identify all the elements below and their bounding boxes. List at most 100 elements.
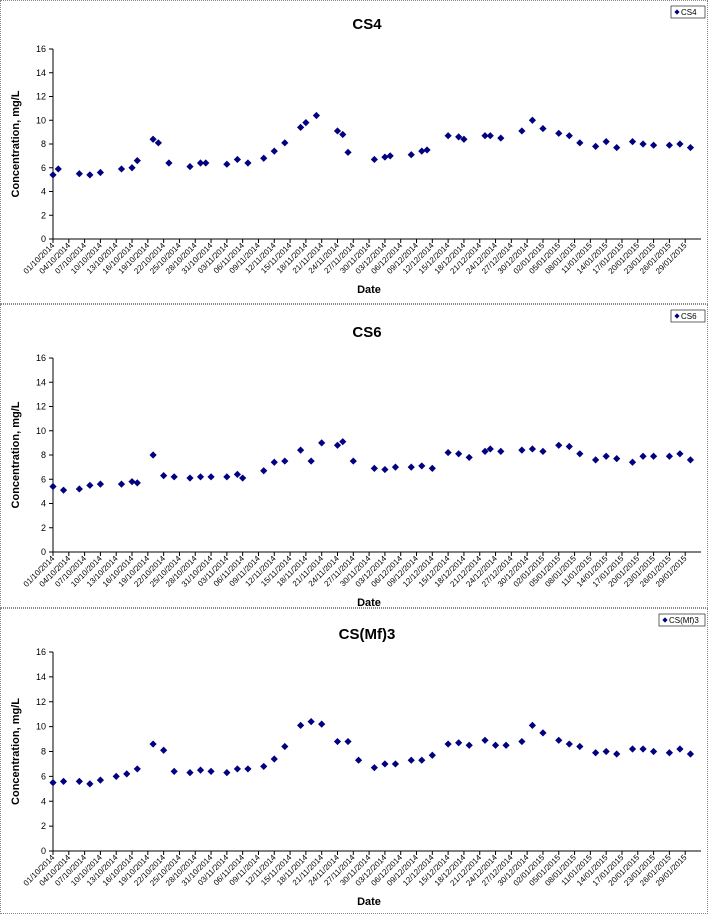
data-point bbox=[86, 171, 94, 179]
data-point bbox=[649, 747, 658, 756]
y-tick-label: 8 bbox=[41, 450, 46, 460]
data-point bbox=[676, 745, 684, 753]
data-point bbox=[49, 482, 57, 491]
data-point bbox=[49, 171, 57, 179]
data-point bbox=[128, 164, 136, 172]
y-tick-label: 4 bbox=[41, 499, 46, 509]
data-point bbox=[665, 749, 673, 757]
data-point bbox=[270, 458, 278, 466]
data-point bbox=[86, 780, 94, 788]
legend-marker bbox=[662, 617, 668, 623]
data-point bbox=[128, 478, 136, 486]
chart-panel-cs4: CS4 CS4 0 2 4 6 8 10 12 14 16 01/10/2014 04/10/2014 0… bbox=[0, 0, 708, 304]
data-point bbox=[665, 452, 673, 460]
data-point bbox=[391, 760, 400, 768]
y-tick-label: 16 bbox=[36, 44, 46, 54]
data-point bbox=[460, 135, 468, 143]
data-point bbox=[381, 760, 389, 768]
data-point bbox=[381, 153, 389, 161]
legend-label: CS(Mf)3 bbox=[669, 616, 699, 625]
data-point bbox=[233, 470, 241, 478]
data-point bbox=[381, 465, 389, 474]
data-point bbox=[502, 741, 510, 749]
y-tick-label: 10 bbox=[36, 722, 46, 732]
data-point bbox=[59, 486, 68, 494]
chart-panel-cs6: CS6 CS6 0 2 4 6 8 10 12 14 16 01/10/2014 04/10/2014 0… bbox=[0, 304, 708, 609]
data-point bbox=[349, 457, 357, 465]
data-point bbox=[491, 741, 500, 749]
data-point bbox=[565, 442, 573, 451]
data-point bbox=[444, 740, 452, 748]
data-point bbox=[223, 769, 231, 777]
legend-label: CS4 bbox=[681, 8, 697, 17]
data-point bbox=[592, 142, 600, 150]
data-point bbox=[344, 737, 352, 746]
data-point bbox=[281, 139, 289, 147]
legend-box bbox=[670, 5, 706, 19]
data-point bbox=[686, 456, 695, 464]
y-tick-label: 0 bbox=[41, 234, 46, 244]
y-tick-label: 2 bbox=[41, 210, 46, 220]
chart-title: CS4 bbox=[352, 16, 382, 33]
data-point bbox=[344, 148, 352, 156]
data-point bbox=[96, 480, 105, 488]
data-point bbox=[576, 742, 584, 751]
data-point bbox=[244, 159, 252, 167]
y-tick-label: 14 bbox=[36, 377, 46, 387]
data-point bbox=[186, 162, 194, 171]
data-point bbox=[239, 474, 247, 482]
data-point bbox=[455, 739, 463, 747]
chart-title: CS(Mf)3 bbox=[339, 626, 396, 643]
data-point bbox=[423, 146, 431, 154]
data-point bbox=[281, 457, 289, 465]
data-point bbox=[260, 154, 268, 162]
data-point bbox=[386, 152, 394, 160]
data-point bbox=[96, 776, 105, 784]
data-point bbox=[465, 453, 473, 462]
data-point bbox=[391, 463, 400, 471]
data-point bbox=[455, 133, 463, 141]
legend-label: CS6 bbox=[681, 312, 697, 321]
data-point bbox=[407, 756, 415, 764]
data-point bbox=[528, 116, 537, 124]
data-point bbox=[481, 132, 489, 140]
data-point bbox=[196, 766, 205, 774]
data-point bbox=[233, 765, 241, 773]
data-point bbox=[281, 742, 289, 751]
data-point bbox=[223, 160, 231, 168]
data-point bbox=[370, 764, 378, 772]
data-point bbox=[497, 447, 505, 455]
data-point bbox=[318, 439, 326, 447]
data-point bbox=[260, 762, 268, 771]
data-point bbox=[133, 157, 141, 165]
data-point bbox=[223, 473, 231, 481]
y-tick-label: 10 bbox=[36, 115, 46, 125]
data-point bbox=[455, 450, 463, 458]
y-tick-label: 2 bbox=[41, 821, 46, 831]
data-point bbox=[407, 151, 415, 159]
data-point bbox=[133, 765, 141, 773]
chart-svg: CS4CS4024681012141601/10/201404/10/20140… bbox=[10, 5, 706, 296]
legend-marker bbox=[674, 313, 680, 319]
data-point bbox=[165, 159, 173, 167]
data-point bbox=[444, 132, 452, 140]
data-point bbox=[54, 165, 62, 173]
x-axis-label: Date bbox=[357, 597, 381, 609]
data-point bbox=[539, 729, 547, 737]
data-point bbox=[75, 485, 83, 493]
data-point bbox=[270, 755, 278, 763]
data-point bbox=[333, 441, 342, 449]
data-point bbox=[297, 721, 305, 729]
data-point bbox=[339, 438, 347, 446]
y-tick-label: 8 bbox=[41, 139, 46, 149]
data-point bbox=[207, 473, 215, 481]
data-point bbox=[96, 168, 105, 177]
data-point bbox=[149, 740, 157, 748]
data-point bbox=[528, 445, 537, 453]
y-tick-label: 8 bbox=[41, 747, 46, 757]
data-point bbox=[207, 767, 215, 775]
data-point bbox=[576, 139, 584, 147]
data-point bbox=[75, 777, 83, 785]
data-point bbox=[497, 134, 505, 142]
y-tick-label: 12 bbox=[36, 92, 46, 102]
